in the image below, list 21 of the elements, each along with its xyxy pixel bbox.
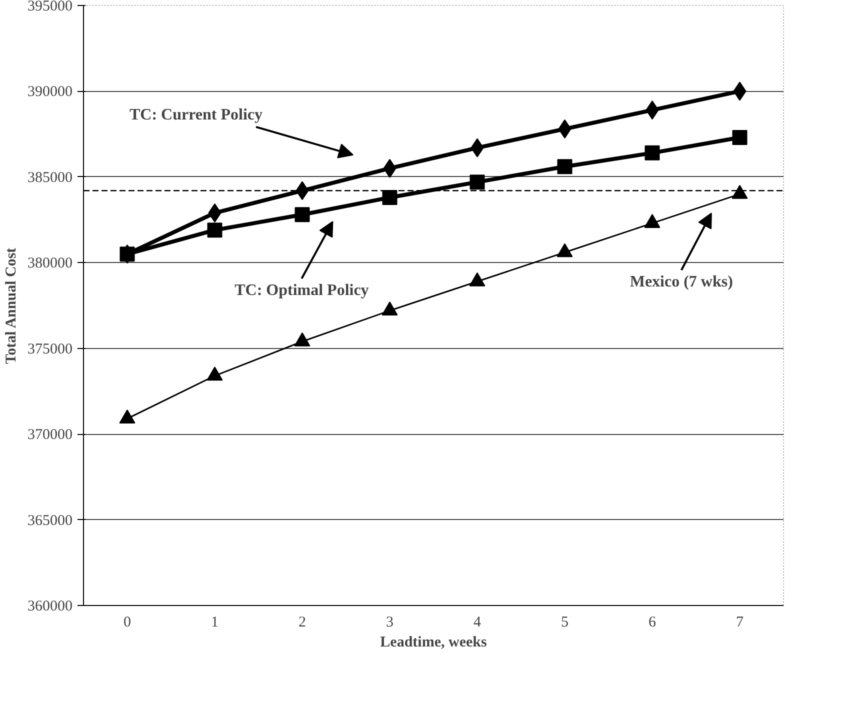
annotation: Mexico (7 wks) [630, 274, 733, 291]
y-tick-label: 395000 [28, 0, 72, 14]
x-tick-label: 1 [211, 614, 218, 630]
annotation: TC: Optimal Policy [234, 282, 369, 299]
annotation: TC: Current Policy [129, 106, 263, 124]
y-axis-title: Total Annual Cost [4, 248, 20, 364]
x-tick-label: 4 [474, 614, 482, 630]
x-axis-title: Leadtime, weeks [380, 634, 487, 650]
y-tick-label: 375000 [28, 341, 72, 358]
x-tick-label: 3 [386, 614, 394, 630]
y-tick-label: 360000 [28, 598, 72, 614]
y-tick-label: 380000 [28, 256, 72, 272]
x-tick-label: 0 [124, 614, 131, 630]
x-tick-label: 5 [561, 614, 568, 630]
x-tick-label: 6 [648, 614, 656, 630]
y-tick-label: 385000 [28, 170, 72, 186]
y-tick-label: 390000 [28, 84, 72, 100]
x-tick-label: 7 [736, 614, 744, 630]
y-tick-label: 365000 [28, 512, 72, 529]
y-tick-label: 370000 [28, 427, 72, 444]
x-tick-label: 2 [298, 614, 306, 630]
